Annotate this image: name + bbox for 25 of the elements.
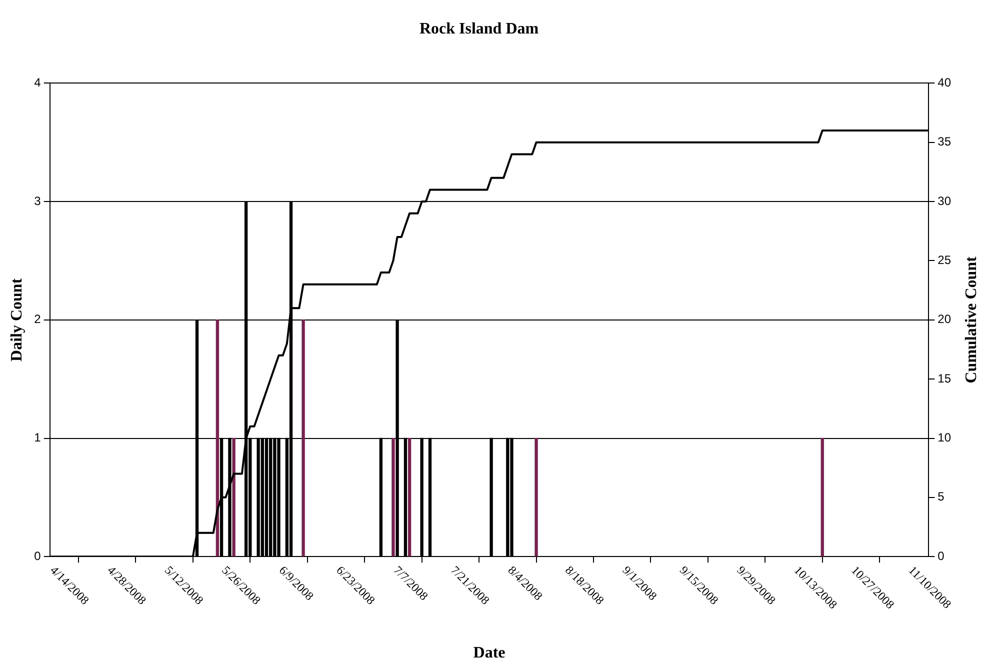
y2-tick-label: 10 [938,430,952,445]
y2-tick-label: 0 [938,548,945,563]
y2-tick-label: 35 [938,134,952,149]
y-tick-label: 2 [34,312,42,326]
y2-axis-title: Cumulative Count [963,256,980,384]
y-tick-label: 3 [34,194,42,208]
y2-tick-label: 5 [938,490,945,504]
y2-tick-label: 15 [938,371,952,386]
y2-tick-label: 20 [938,312,952,326]
bar [216,320,220,556]
y2-tick-label: 40 [938,76,952,90]
chart-title: Rock Island Dam [419,20,540,38]
y-tick-label: 1 [34,430,42,445]
bar [302,320,305,556]
bar [408,438,412,556]
bar [820,438,824,556]
bar [392,438,395,556]
bar [232,438,236,556]
y-axis-title: Daily Count [8,278,26,362]
y-tick-label: 4 [34,76,42,90]
y-tick-label: 0 [34,548,42,563]
y2-tick-label: 25 [938,253,952,268]
bar [534,438,538,556]
x-axis-title: Date [473,644,506,662]
y2-tick-label: 30 [938,194,952,208]
